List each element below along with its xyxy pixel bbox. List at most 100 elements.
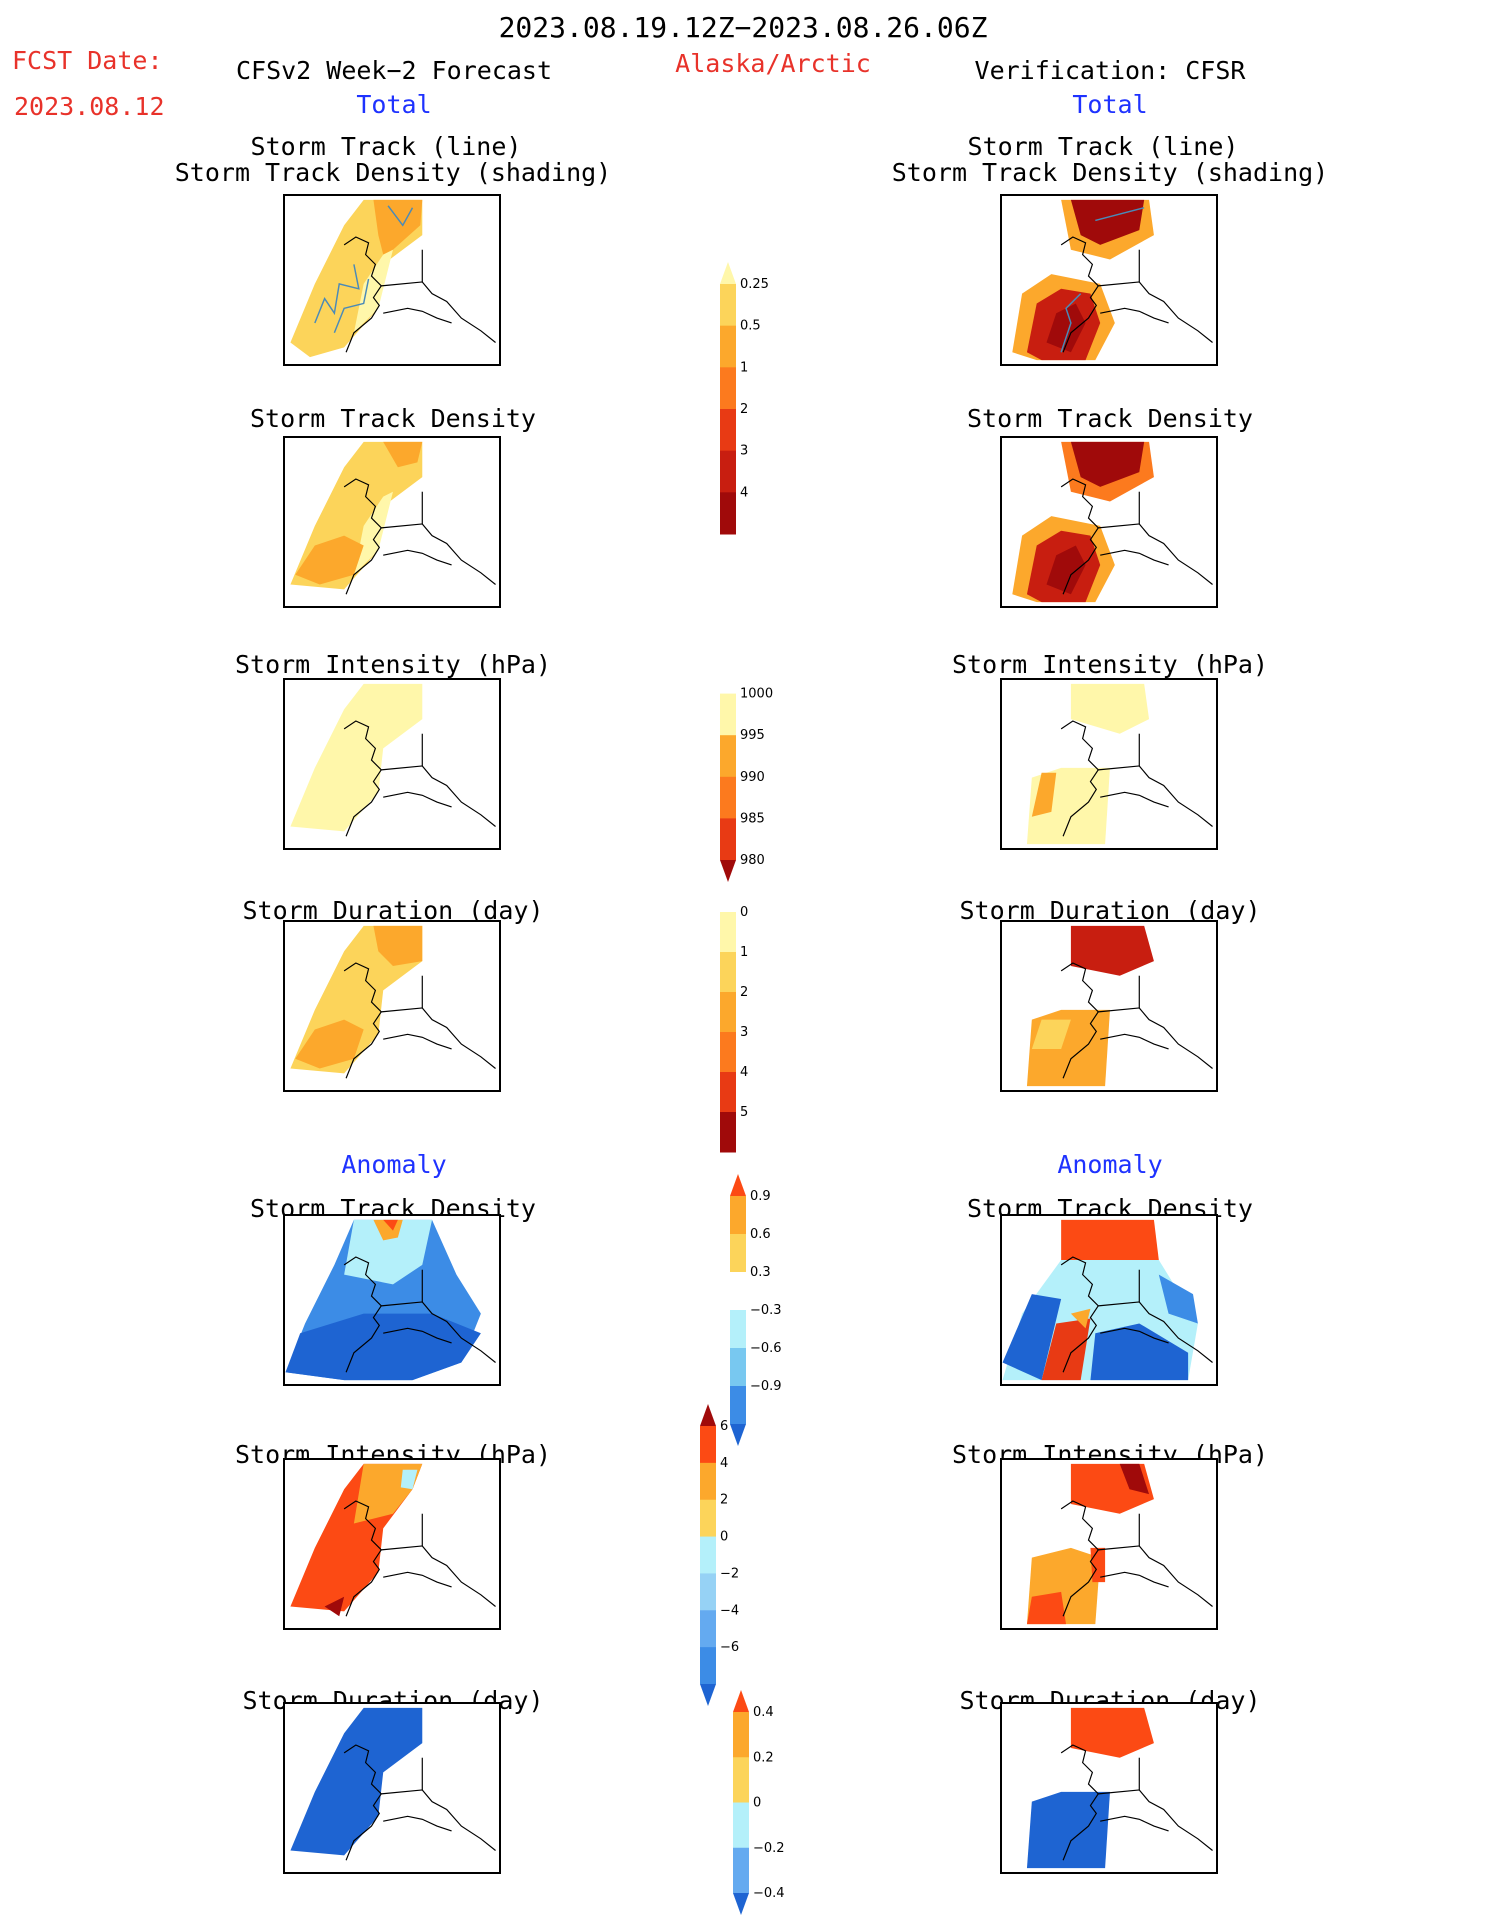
colorbar-duration-total: 0 1 2 3 4 5 xyxy=(716,890,796,1162)
map-verif-duration-anom xyxy=(1000,1702,1218,1874)
colorbar-swatch xyxy=(720,284,736,327)
colorbar-tick-label: 0.25 xyxy=(740,277,769,292)
colorbar-tick-label: 0.9 xyxy=(750,1189,771,1204)
colorbar-swatch xyxy=(720,952,736,993)
colorbar-tick-label: 5 xyxy=(740,1105,748,1120)
colorbar-tick-label: −6 xyxy=(720,1640,739,1655)
colorbar-swatch xyxy=(720,818,736,861)
colorbar-swatch xyxy=(730,1174,746,1196)
map-forecast-density xyxy=(283,436,501,608)
colorbar-swatch xyxy=(720,776,736,819)
total-label-right: Total xyxy=(1072,90,1148,119)
colorbar-swatch xyxy=(700,1647,716,1685)
colorbar-swatch xyxy=(730,1386,746,1425)
colorbar-swatch xyxy=(720,492,736,535)
colorbar-tick-label: 985 xyxy=(740,811,765,826)
title-intensity-left: Storm Intensity (hPa) xyxy=(234,650,552,679)
colorbar-swatch xyxy=(733,1802,749,1849)
colorbar-tick-label: 980 xyxy=(740,853,765,868)
colorbar-tick-label: 2 xyxy=(740,985,748,1000)
colorbar-swatch xyxy=(700,1573,716,1611)
colorbar-swatch xyxy=(720,860,736,882)
colorbar-swatch xyxy=(720,890,736,912)
colorbar-swatch xyxy=(733,1690,749,1712)
colorbar-swatch xyxy=(720,1112,736,1153)
colorbar-swatch xyxy=(700,1462,716,1501)
colorbar-tick-label: 0.6 xyxy=(750,1227,771,1242)
colorbar-swatch xyxy=(733,1847,749,1894)
colorbar-tick-label: 0.3 xyxy=(750,1265,771,1280)
anomaly-label-left: Anomaly xyxy=(341,1150,447,1179)
colorbar-tick-label: 995 xyxy=(740,728,765,743)
colorbar-swatch xyxy=(720,735,736,778)
map-forecast-duration-anom xyxy=(283,1702,501,1874)
colorbar-tick-label: 2 xyxy=(720,1493,728,1508)
colorbar-tick-label: 4 xyxy=(720,1456,728,1471)
fcst-date-label: FCST Date: xyxy=(12,46,163,75)
title-duration-right: Storm Duration (day) xyxy=(959,896,1261,925)
colorbar-swatch xyxy=(733,1893,749,1915)
colorbar-tick-label: 3 xyxy=(740,1025,748,1040)
colorbar-intensity-anom: 6 4 2 0 −2 −4 −6 xyxy=(696,1404,776,1710)
colorbar-swatch xyxy=(700,1499,716,1538)
colorbar-tick-label: 4 xyxy=(740,485,748,500)
colorbar-tick-label: 3 xyxy=(740,444,748,459)
colorbar-swatch xyxy=(730,1348,746,1387)
title-duration-left: Storm Duration (day) xyxy=(242,896,544,925)
colorbar-tick-label: 0.5 xyxy=(740,319,761,334)
title-track-line-left: Storm Track (line) xyxy=(250,132,522,161)
colorbar-tick-label: 1 xyxy=(740,945,748,960)
colorbar-swatch xyxy=(720,367,736,410)
colorbar-density-anom: 0.9 0.6 0.3 −0.3 −0.6 −0.9 xyxy=(726,1174,806,1450)
title-track-shading-right: Storm Track Density (shading) xyxy=(891,158,1329,187)
colorbar-swatch xyxy=(730,1196,746,1235)
colorbar-tick-label: 1 xyxy=(740,360,748,375)
colorbar-swatch xyxy=(720,912,736,953)
colorbar-swatch xyxy=(730,1310,746,1349)
colorbar-tick-label: −2 xyxy=(720,1566,739,1581)
colorbar-tick-label: 4 xyxy=(740,1065,748,1080)
colorbar-duration-anom: 0.4 0.2 0 −0.2 −0.4 xyxy=(729,1690,809,1919)
forecast-title: CFSv2 Week−2 Forecast xyxy=(235,56,553,85)
colorbar-tick-label: −4 xyxy=(720,1603,739,1618)
colorbar-swatch xyxy=(720,693,736,736)
region-title: Alaska/Arctic xyxy=(675,49,871,78)
colorbar-tick-label: 0 xyxy=(753,1796,761,1811)
colorbar-swatch xyxy=(730,1272,746,1311)
colorbar-tick-label: 0.2 xyxy=(753,1750,774,1765)
colorbar-swatch xyxy=(733,1757,749,1803)
map-verif-intensity-anom xyxy=(1000,1458,1218,1630)
colorbar-swatch xyxy=(720,409,736,452)
title-intensity-right: Storm Intensity (hPa) xyxy=(951,650,1269,679)
colorbar-swatch xyxy=(700,1426,716,1464)
verification-title: Verification: CFSR xyxy=(974,56,1246,85)
colorbar-swatch xyxy=(720,1072,736,1113)
colorbar-swatch xyxy=(700,1536,716,1574)
colorbar-density-total: 0.25 0.5 1 2 3 4 xyxy=(716,262,796,544)
period-title: 2023.08.19.12Z−2023.08.26.06Z xyxy=(498,11,988,44)
colorbar-intensity-total: 1000 995 990 985 980 xyxy=(716,646,796,886)
colorbar-tick-label: 2 xyxy=(740,402,748,417)
map-verif-duration xyxy=(1000,920,1218,1092)
colorbar-swatch xyxy=(700,1684,716,1706)
map-forecast-track xyxy=(283,194,501,366)
colorbar-tick-label: 0 xyxy=(740,905,748,920)
title-density-right: Storm Track Density xyxy=(967,404,1253,433)
map-forecast-duration xyxy=(283,920,501,1092)
colorbar-tick-label: 1000 xyxy=(740,687,773,702)
colorbar-tick-label: −0.2 xyxy=(753,1841,785,1856)
colorbar-tick-label: 990 xyxy=(740,770,765,785)
map-forecast-intensity xyxy=(283,678,501,850)
colorbar-swatch xyxy=(720,1032,736,1073)
map-verif-density-anom xyxy=(1000,1214,1218,1386)
colorbar-swatch xyxy=(720,450,736,493)
colorbar-tick-label: −0.4 xyxy=(753,1886,785,1901)
colorbar-tick-label: −0.3 xyxy=(750,1303,782,1318)
colorbar-swatch xyxy=(720,992,736,1033)
map-verif-intensity xyxy=(1000,678,1218,850)
colorbar-tick-label: 6 xyxy=(720,1419,728,1434)
total-label-left: Total xyxy=(356,90,432,119)
title-density-left: Storm Track Density xyxy=(250,404,536,433)
colorbar-swatch xyxy=(730,1424,746,1446)
map-forecast-density-anom xyxy=(283,1214,501,1386)
